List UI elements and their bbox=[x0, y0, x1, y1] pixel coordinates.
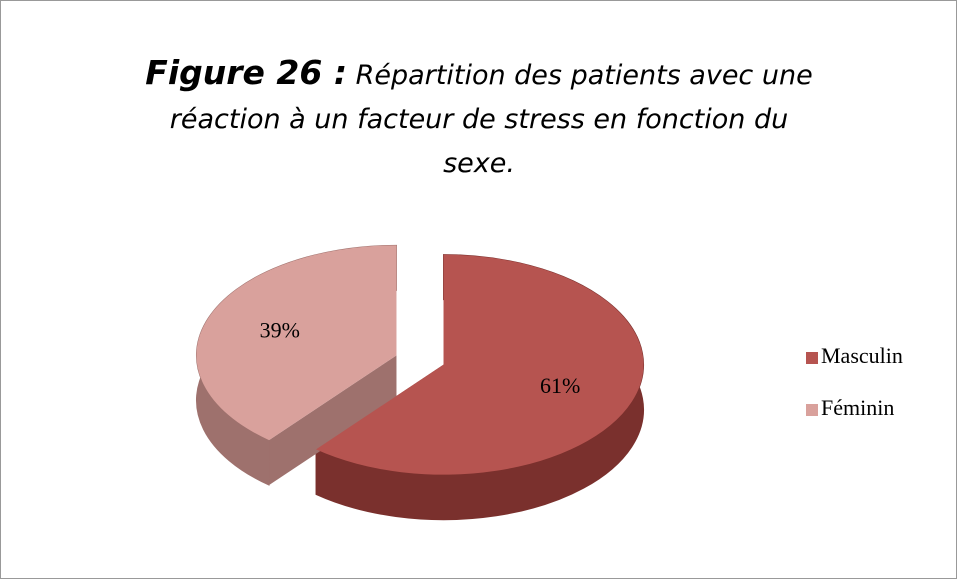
title-space bbox=[347, 60, 356, 91]
figure-label: Figure 26 : bbox=[145, 53, 347, 92]
legend-swatch bbox=[806, 404, 818, 416]
slice-side bbox=[268, 355, 397, 486]
pie-slice bbox=[316, 254, 644, 475]
legend-swatch bbox=[806, 352, 818, 364]
chart-title-line: réaction à un facteur de stress en fonct… bbox=[170, 104, 788, 135]
data-label: 39% bbox=[260, 317, 300, 342]
chart-title-line: sexe. bbox=[443, 148, 515, 179]
legend-label: Masculin bbox=[821, 343, 903, 368]
legend-label: Féminin bbox=[821, 395, 894, 420]
data-label: 61% bbox=[540, 373, 580, 398]
pie-slice bbox=[196, 245, 397, 441]
chart-title-line: Figure 26 : Répartition des patients ave… bbox=[145, 53, 812, 92]
title-text: Répartition des patients avec une bbox=[356, 60, 813, 91]
